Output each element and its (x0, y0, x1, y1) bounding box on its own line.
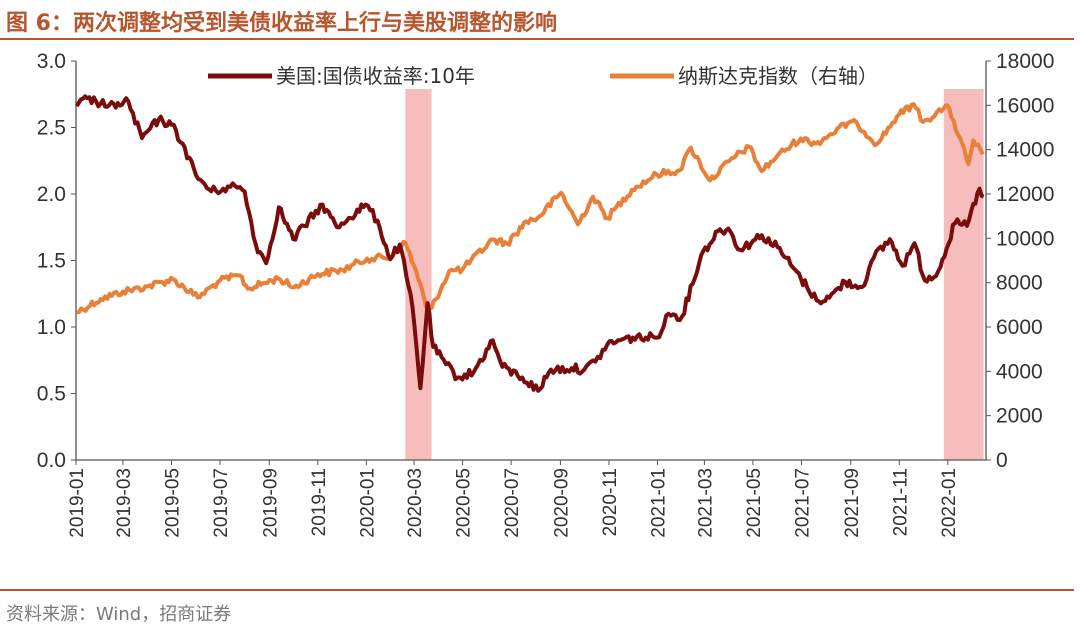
x-tick-label: 2021-01 (648, 468, 669, 538)
x-tick-label: 2020-03 (405, 468, 426, 538)
y-right-tick-label: 10000 (996, 227, 1054, 250)
y-right-tick-label: 4000 (996, 360, 1043, 383)
footer-rule (0, 589, 1074, 591)
y-left-tick-label: 0.5 (37, 383, 66, 406)
series-us10y-line (75, 94, 985, 393)
x-tick-label: 2021-09 (842, 468, 863, 538)
y-right-tick-label: 14000 (996, 139, 1054, 162)
y-left-tick-label: 3.0 (37, 50, 66, 73)
x-tick-label: 2019-03 (114, 468, 135, 538)
chart-title: 图 6：两次调整均受到美债收益率上行与美股调整的影响 (6, 11, 557, 36)
x-tick-label: 2019-09 (260, 468, 281, 538)
y-left-tick-label: 2.5 (37, 117, 66, 140)
title-rule (0, 38, 1074, 40)
y-right-tick-label: 2000 (996, 405, 1043, 428)
legend-label-us10y: 美国:国债收益率:10年 (276, 64, 475, 88)
x-tick-label: 2021-11 (890, 468, 911, 536)
x-tick-label: 2020-05 (454, 468, 475, 538)
source-note: 资料来源：Wind，招商证券 (6, 604, 232, 625)
x-tick-label: 2020-01 (357, 468, 378, 538)
y-right-tick-label: 12000 (996, 183, 1054, 206)
x-tick-label: 2019-05 (162, 468, 183, 538)
x-tick-label: 2020-11 (600, 468, 621, 536)
y-left-tick-label: 0.0 (37, 449, 66, 472)
series-nasdaq-line (76, 102, 985, 315)
x-tick-label: 2019-01 (67, 468, 88, 538)
x-tick-label: 2019-11 (309, 468, 330, 536)
y-right-tick-label: 0 (996, 449, 1008, 472)
y-left-tick-label: 2.0 (37, 183, 66, 206)
x-tick-label: 2021-05 (744, 468, 765, 538)
x-tick-label: 2020-07 (502, 468, 523, 538)
y-right-tick-label: 6000 (996, 316, 1043, 339)
chart-title-bar: 图 6：两次调整均受到美债收益率上行与美股调整的影响 (0, 0, 1080, 40)
x-tick-label: 2019-07 (211, 468, 232, 538)
legend-label-nasdaq: 纳斯达克指数（右轴） (678, 64, 878, 88)
y-left-tick-label: 1.5 (37, 250, 66, 273)
x-tick-label: 2021-07 (792, 468, 813, 538)
y-right-tick-label: 8000 (996, 272, 1043, 295)
y-right-tick-label: 18000 (996, 50, 1054, 73)
y-right-tick-label: 16000 (996, 94, 1054, 117)
y-left-tick-label: 1.0 (37, 316, 66, 339)
chart-svg: 0.0 0.5 1.0 1.5 2.0 2.5 3.0 0 2000 4000 6000 8000 10… (37, 50, 1055, 538)
x-tick-label: 2020-09 (551, 468, 572, 538)
x-tick-label: 2022-01 (939, 468, 960, 538)
x-tick-label: 2021-03 (695, 468, 716, 538)
